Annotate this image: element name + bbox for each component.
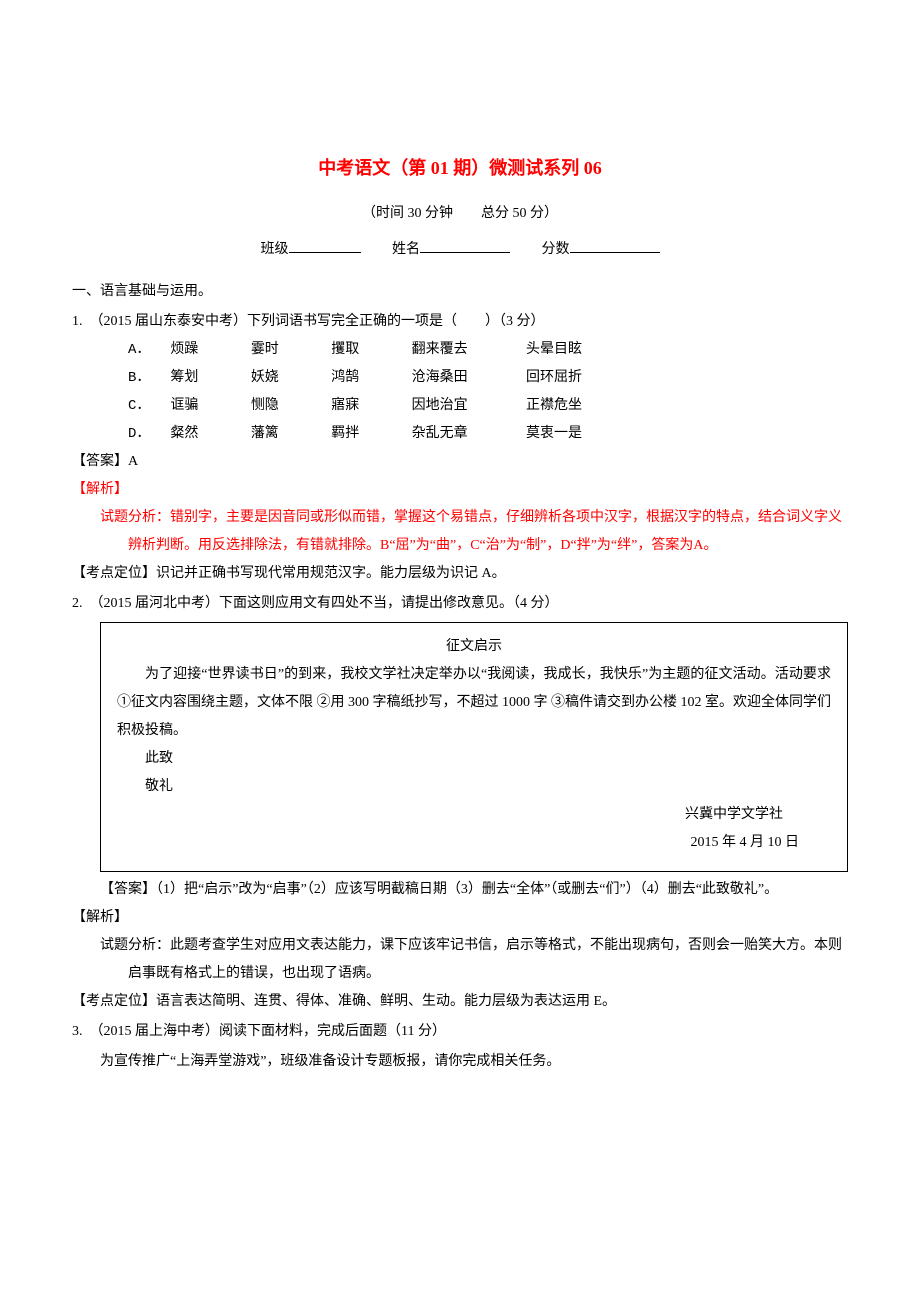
name-label: 姓名	[392, 242, 420, 257]
option-word: 鸿鹄	[331, 364, 397, 392]
q1-option-d: D． 粲然 藩篱 羁拌 杂乱无章 莫衷一是	[72, 420, 848, 448]
box-title: 征文启示	[117, 633, 831, 661]
q1-analysis: 试题分析：错别字，主要是因音同或形似而错，掌握这个易错点，仔细辨析各项中汉字，根…	[72, 504, 848, 560]
box-date: 2015 年 4 月 10 日	[117, 829, 831, 857]
option-word: 粲然	[170, 420, 236, 448]
option-word: 沧海桑田	[412, 364, 512, 392]
option-word: 筹划	[170, 364, 236, 392]
box-signature: 兴冀中学文学社	[117, 801, 831, 829]
option-word: 正襟危坐	[526, 392, 626, 420]
score-label: 分数	[542, 242, 570, 257]
option-word: 藩篱	[251, 420, 317, 448]
q2-answer: 【答案】（1）把“启示”改为“启事”（2）应该写明截稿日期（3）删去“全体”（或…	[72, 876, 848, 904]
box-salute2: 敬礼	[117, 773, 831, 801]
score-blank[interactable]	[570, 237, 660, 253]
doc-title: 中考语文（第 01 期）微测试系列 06	[72, 150, 848, 186]
fill-line: 班级 姓名 分数	[72, 236, 848, 264]
q1-analysis-label: 【解析】	[72, 476, 848, 504]
q3-paragraph: 为宣传推广“上海弄堂游戏”，班级准备设计专题板报，请你完成相关任务。	[72, 1048, 848, 1076]
option-word: 回环屈折	[526, 364, 626, 392]
q2-box: 征文启示 为了迎接“世界读书日”的到来，我校文学社决定举办以“我阅读，我成长，我…	[100, 622, 848, 872]
option-word: 恻隐	[251, 392, 317, 420]
option-word: 头晕目眩	[526, 336, 626, 364]
q1-stem: 1. （2015 届山东泰安中考）下列词语书写完全正确的一项是（ ）（3 分）	[72, 308, 848, 336]
option-label: B．	[128, 364, 156, 392]
q2-kaodian: 【考点定位】语言表达简明、连贯、得体、准确、鲜明、生动。能力层级为表达运用 E。	[72, 988, 848, 1016]
q1-option-a: A． 烦躁 霎时 攫取 翻来覆去 头晕目眩	[72, 336, 848, 364]
option-word: 羁拌	[331, 420, 397, 448]
q2-stem: 2. （2015 届河北中考）下面这则应用文有四处不当，请提出修改意见。（4 分…	[72, 590, 848, 618]
q1-option-b: B． 筹划 妖娆 鸿鹄 沧海桑田 回环屈折	[72, 364, 848, 392]
option-word: 因地治宜	[412, 392, 512, 420]
option-word: 杂乱无章	[412, 420, 512, 448]
box-salute1: 此致	[117, 745, 831, 773]
q3-stem: 3. （2015 届上海中考）阅读下面材料，完成后面题（11 分）	[72, 1018, 848, 1046]
option-label: D．	[128, 420, 156, 448]
option-word: 烦躁	[170, 336, 236, 364]
section-heading: 一、语言基础与运用。	[72, 278, 848, 306]
q2-analysis-label: 【解析】	[72, 904, 848, 932]
name-blank[interactable]	[420, 237, 510, 253]
option-word: 莫衷一是	[526, 420, 626, 448]
option-word: 寤寐	[331, 392, 397, 420]
class-blank[interactable]	[289, 237, 361, 253]
q2-analysis: 试题分析：此题考查学生对应用文表达能力，课下应该牢记书信，启示等格式，不能出现病…	[72, 932, 848, 988]
option-word: 霎时	[251, 336, 317, 364]
q1-kaodian: 【考点定位】识记并正确书写现代常用规范汉字。能力层级为识记 A。	[72, 560, 848, 588]
option-word: 诓骗	[170, 392, 236, 420]
option-label: A．	[128, 336, 156, 364]
option-label: C．	[128, 392, 156, 420]
q1-option-c: C． 诓骗 恻隐 寤寐 因地治宜 正襟危坐	[72, 392, 848, 420]
q1-answer: 【答案】A	[72, 448, 848, 476]
class-label: 班级	[261, 242, 289, 257]
doc-subtitle: （时间 30 分钟 总分 50 分）	[72, 200, 848, 228]
option-word: 翻来覆去	[412, 336, 512, 364]
option-word: 攫取	[331, 336, 397, 364]
option-word: 妖娆	[251, 364, 317, 392]
box-paragraph: 为了迎接“世界读书日”的到来，我校文学社决定举办以“我阅读，我成长，我快乐”为主…	[117, 661, 831, 745]
